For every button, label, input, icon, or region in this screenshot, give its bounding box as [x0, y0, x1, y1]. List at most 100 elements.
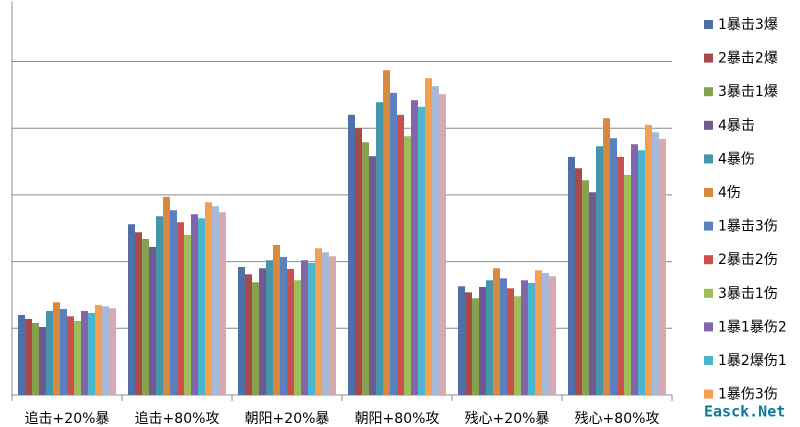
bar	[486, 280, 493, 395]
bar	[315, 248, 322, 395]
bar	[514, 296, 521, 395]
bar	[589, 192, 596, 395]
bar	[46, 310, 53, 395]
legend-swatch	[704, 356, 713, 365]
legend-swatch	[704, 120, 713, 130]
bar	[411, 100, 418, 396]
x-tick-label: 朝阳+80%攻	[355, 411, 440, 427]
bar	[493, 268, 500, 395]
bar	[432, 86, 439, 395]
bar	[575, 168, 582, 395]
bar	[280, 256, 287, 395]
bar	[659, 138, 666, 395]
bar	[170, 210, 177, 395]
legend-swatch	[704, 188, 713, 197]
legend-label: 1暴伤3伤	[718, 387, 778, 403]
bar	[102, 306, 109, 395]
bar	[542, 272, 549, 395]
bar	[383, 70, 390, 395]
bar	[549, 276, 556, 395]
bar	[142, 238, 149, 395]
legend-swatch	[704, 154, 713, 164]
bar	[67, 316, 74, 395]
bar	[18, 314, 25, 395]
legend-label: 1暴2爆伤1	[718, 353, 787, 369]
bar	[439, 94, 446, 395]
legend-label: 1暴击3伤	[718, 219, 778, 235]
legend-label: 2暴击2爆	[718, 51, 778, 67]
legend-swatch	[704, 221, 713, 231]
legend-label: 3暴击1爆	[718, 84, 778, 100]
bar	[624, 174, 631, 395]
legend-swatch	[704, 87, 713, 97]
legend-swatch	[704, 53, 713, 63]
x-tick-label: 残心+80%攻	[575, 411, 660, 427]
bar	[88, 312, 95, 395]
bar	[74, 320, 81, 395]
bar	[458, 286, 465, 395]
bar	[81, 310, 88, 395]
bar	[362, 142, 369, 395]
x-tick-label: 追击+80%攻	[135, 411, 220, 427]
bar	[329, 256, 336, 395]
bar	[184, 234, 191, 395]
bar	[528, 282, 535, 395]
bar	[568, 156, 575, 395]
bar	[376, 102, 383, 395]
bar	[500, 278, 507, 395]
bar	[156, 216, 163, 395]
bar	[521, 280, 528, 395]
bar	[60, 308, 67, 395]
x-tick-label: 追击+20%暴	[25, 411, 110, 427]
bar	[465, 292, 472, 395]
bar	[198, 218, 205, 395]
legend-label: 3暴击1伤	[718, 286, 778, 302]
bar	[645, 124, 652, 395]
legend-label: 4暴击	[718, 118, 755, 134]
legend-swatch	[704, 255, 713, 265]
bar	[472, 298, 479, 395]
bar	[219, 212, 226, 395]
bar	[149, 246, 156, 395]
bar	[135, 232, 142, 395]
legend-label: 2暴击2伤	[718, 252, 778, 268]
bar	[109, 308, 116, 395]
bar	[652, 132, 659, 395]
bar	[418, 106, 425, 396]
x-tick-label: 残心+20%暴	[465, 411, 550, 427]
bar	[95, 304, 102, 395]
legend-label: 4伤	[718, 185, 741, 201]
bar	[507, 288, 514, 395]
bar	[245, 274, 252, 395]
legend-label: 4暴伤	[718, 151, 755, 167]
bar	[322, 252, 329, 395]
legend-swatch	[704, 288, 713, 298]
bar	[39, 326, 46, 395]
bar	[301, 260, 308, 395]
legend-swatch	[704, 322, 713, 332]
bar	[191, 214, 198, 395]
bar	[369, 156, 376, 395]
bar	[617, 156, 624, 395]
bar	[404, 136, 411, 395]
watermark: Easck.Net	[704, 403, 785, 421]
bar	[638, 150, 645, 395]
bar	[287, 268, 294, 395]
bar	[479, 286, 486, 395]
bar	[631, 144, 638, 395]
bar	[25, 318, 32, 395]
bar	[252, 282, 259, 395]
bar	[238, 266, 245, 395]
bar	[355, 128, 362, 395]
bar	[163, 196, 170, 395]
bar	[128, 224, 135, 395]
bar	[212, 206, 219, 395]
legend-label: 1暴1暴伤2	[718, 319, 787, 335]
bar	[259, 268, 266, 395]
bar	[53, 302, 60, 395]
x-tick-label: 朝阳+20%暴	[245, 411, 330, 427]
bar	[582, 180, 589, 395]
bar	[603, 118, 610, 396]
bar	[610, 138, 617, 395]
